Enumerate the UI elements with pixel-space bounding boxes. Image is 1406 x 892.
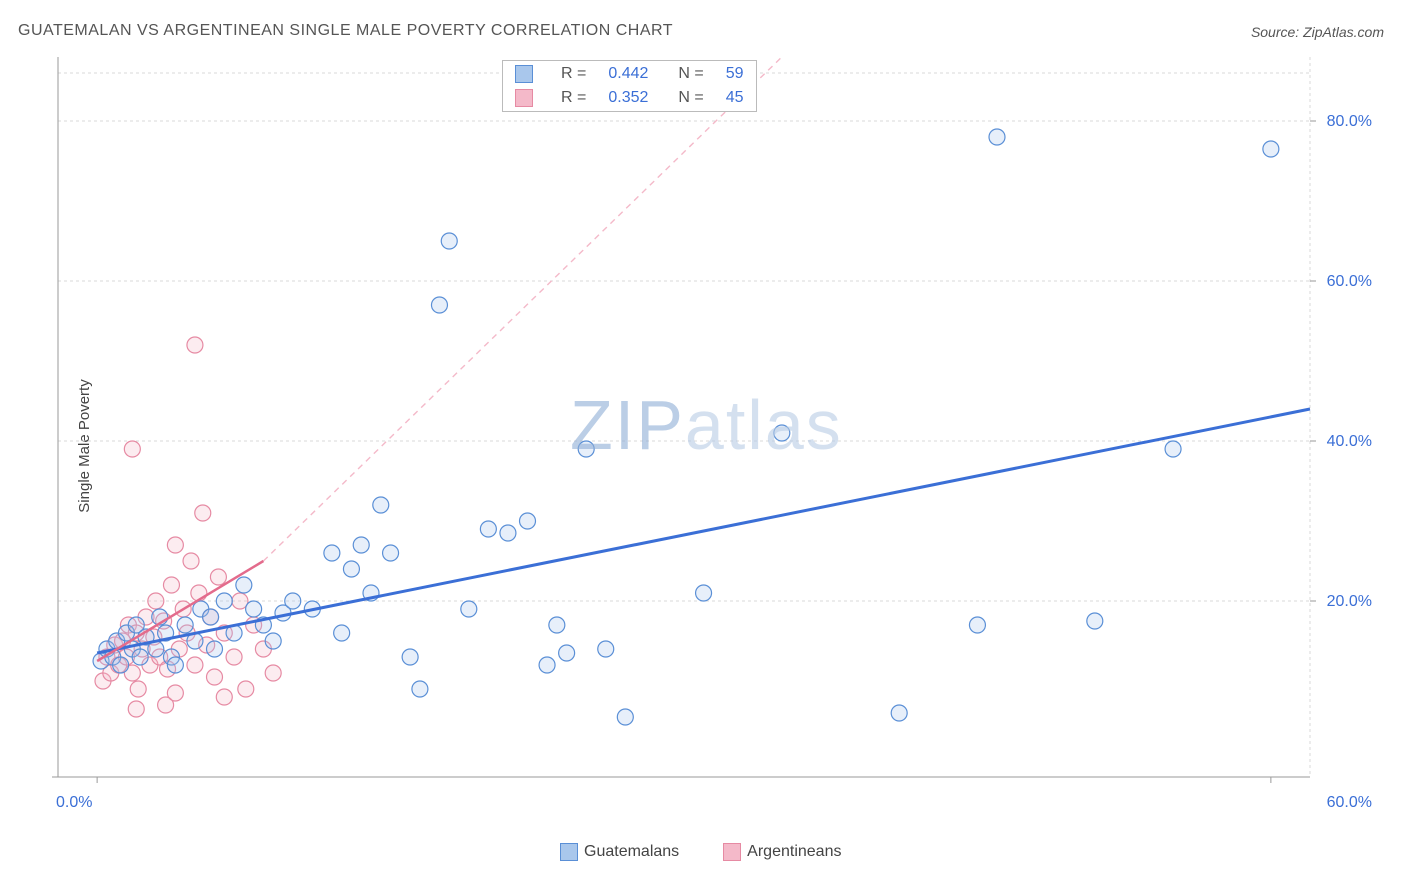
source-name: ZipAtlas.com: [1303, 24, 1384, 40]
legend-swatch: [515, 65, 533, 83]
y-tick-label: 40.0%: [1327, 433, 1372, 450]
chart-container: GUATEMALAN VS ARGENTINEAN SINGLE MALE PO…: [0, 0, 1406, 892]
source-label: Source:: [1251, 24, 1299, 40]
legend-label: Argentineans: [747, 843, 841, 860]
n-value: 45: [716, 87, 754, 109]
n-value: 59: [716, 63, 754, 85]
r-value: 0.442: [598, 63, 658, 85]
stats-legend-row: R =0.442N =59: [505, 63, 754, 85]
source-attribution: Source: ZipAtlas.com: [1251, 24, 1384, 40]
y-tick-label: 20.0%: [1327, 593, 1372, 610]
n-label: N =: [660, 63, 713, 85]
r-label: R =: [551, 63, 596, 85]
r-value: 0.352: [598, 87, 658, 109]
r-label: R =: [551, 87, 596, 109]
stats-legend: R =0.442N =59R =0.352N =45: [502, 60, 757, 112]
n-label: N =: [660, 87, 713, 109]
stats-legend-table: R =0.442N =59R =0.352N =45: [503, 61, 756, 111]
scatter-chart: 20.0% 40.0% 60.0% 80.0% 0.0% 60.0%: [50, 55, 1380, 825]
stats-legend-row: R =0.352N =45: [505, 87, 754, 109]
x-tick-label: 0.0%: [56, 794, 92, 811]
y-tick-label: 60.0%: [1327, 273, 1372, 290]
y-tick-label: 80.0%: [1327, 113, 1372, 130]
legend-label: Guatemalans: [584, 843, 679, 860]
plot-area: 20.0%40.0%60.0%80.0%0.0%60.0% ZIPatlas R…: [50, 55, 1380, 825]
series-legend: Guatemalans Argentineans: [560, 843, 841, 861]
chart-title: GUATEMALAN VS ARGENTINEAN SINGLE MALE PO…: [18, 22, 673, 40]
legend-swatch: [560, 843, 578, 861]
x-tick-label: 60.0%: [1327, 794, 1372, 811]
legend-swatch: [723, 843, 741, 861]
legend-swatch: [515, 89, 533, 107]
